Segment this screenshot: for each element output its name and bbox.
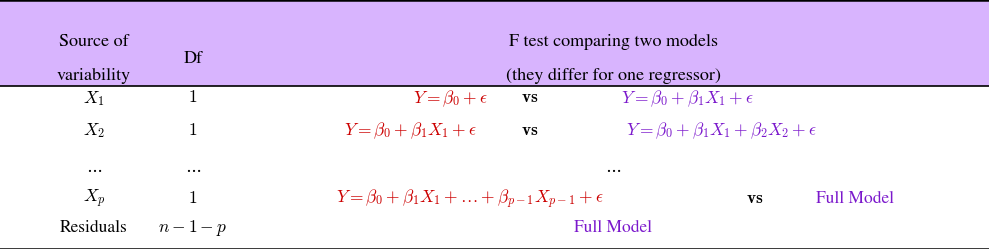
Text: Residuals: Residuals — [60, 220, 128, 236]
Text: $\cdots$: $\cdots$ — [185, 161, 201, 177]
Text: F test comparing two models: F test comparing two models — [508, 34, 718, 50]
Text: $\cdots$: $\cdots$ — [86, 161, 102, 177]
Text: $\mathbf{vs}$: $\mathbf{vs}$ — [746, 191, 764, 207]
Text: $Y = \beta_0 + \epsilon$: $Y = \beta_0 + \epsilon$ — [412, 88, 488, 109]
Text: $n - 1 - p$: $n - 1 - p$ — [158, 218, 227, 238]
Text: $1$: $1$ — [188, 191, 198, 207]
Text: $1$: $1$ — [188, 90, 198, 106]
Text: $1$: $1$ — [188, 123, 198, 139]
Text: Full Model: Full Model — [817, 191, 894, 207]
Text: $\mathbf{vs}$: $\mathbf{vs}$ — [521, 90, 539, 106]
Text: $Y = \beta_0 + \beta_1 X_1 + \epsilon$: $Y = \beta_0 + \beta_1 X_1 + \epsilon$ — [344, 121, 477, 141]
Text: $Y = \beta_0 + \beta_1 X_1 + \epsilon$: $Y = \beta_0 + \beta_1 X_1 + \epsilon$ — [621, 88, 754, 109]
Text: Source of: Source of — [59, 34, 129, 50]
Text: $\cdots$: $\cdots$ — [605, 161, 621, 177]
Text: variability: variability — [57, 68, 131, 84]
Text: $\mathbf{vs}$: $\mathbf{vs}$ — [521, 123, 539, 139]
Text: $X_p$: $X_p$ — [83, 188, 105, 210]
Text: $Y = \beta_0 + \beta_1 X_1 + \ldots + \beta_{p-1} X_{p-1} + \epsilon$: $Y = \beta_0 + \beta_1 X_1 + \ldots + \b… — [336, 188, 603, 211]
Text: $X_1$: $X_1$ — [83, 89, 105, 108]
Text: Df: Df — [183, 51, 203, 67]
Text: Full Model: Full Model — [575, 220, 652, 236]
Text: $Y = \beta_0 + \beta_1 X_1 + \beta_2 X_2 + \epsilon$: $Y = \beta_0 + \beta_1 X_1 + \beta_2 X_2… — [626, 121, 818, 141]
Bar — [0, 0, 989, 86]
Text: (they differ for one regressor): (they differ for one regressor) — [505, 68, 721, 84]
Text: $X_2$: $X_2$ — [83, 121, 105, 140]
